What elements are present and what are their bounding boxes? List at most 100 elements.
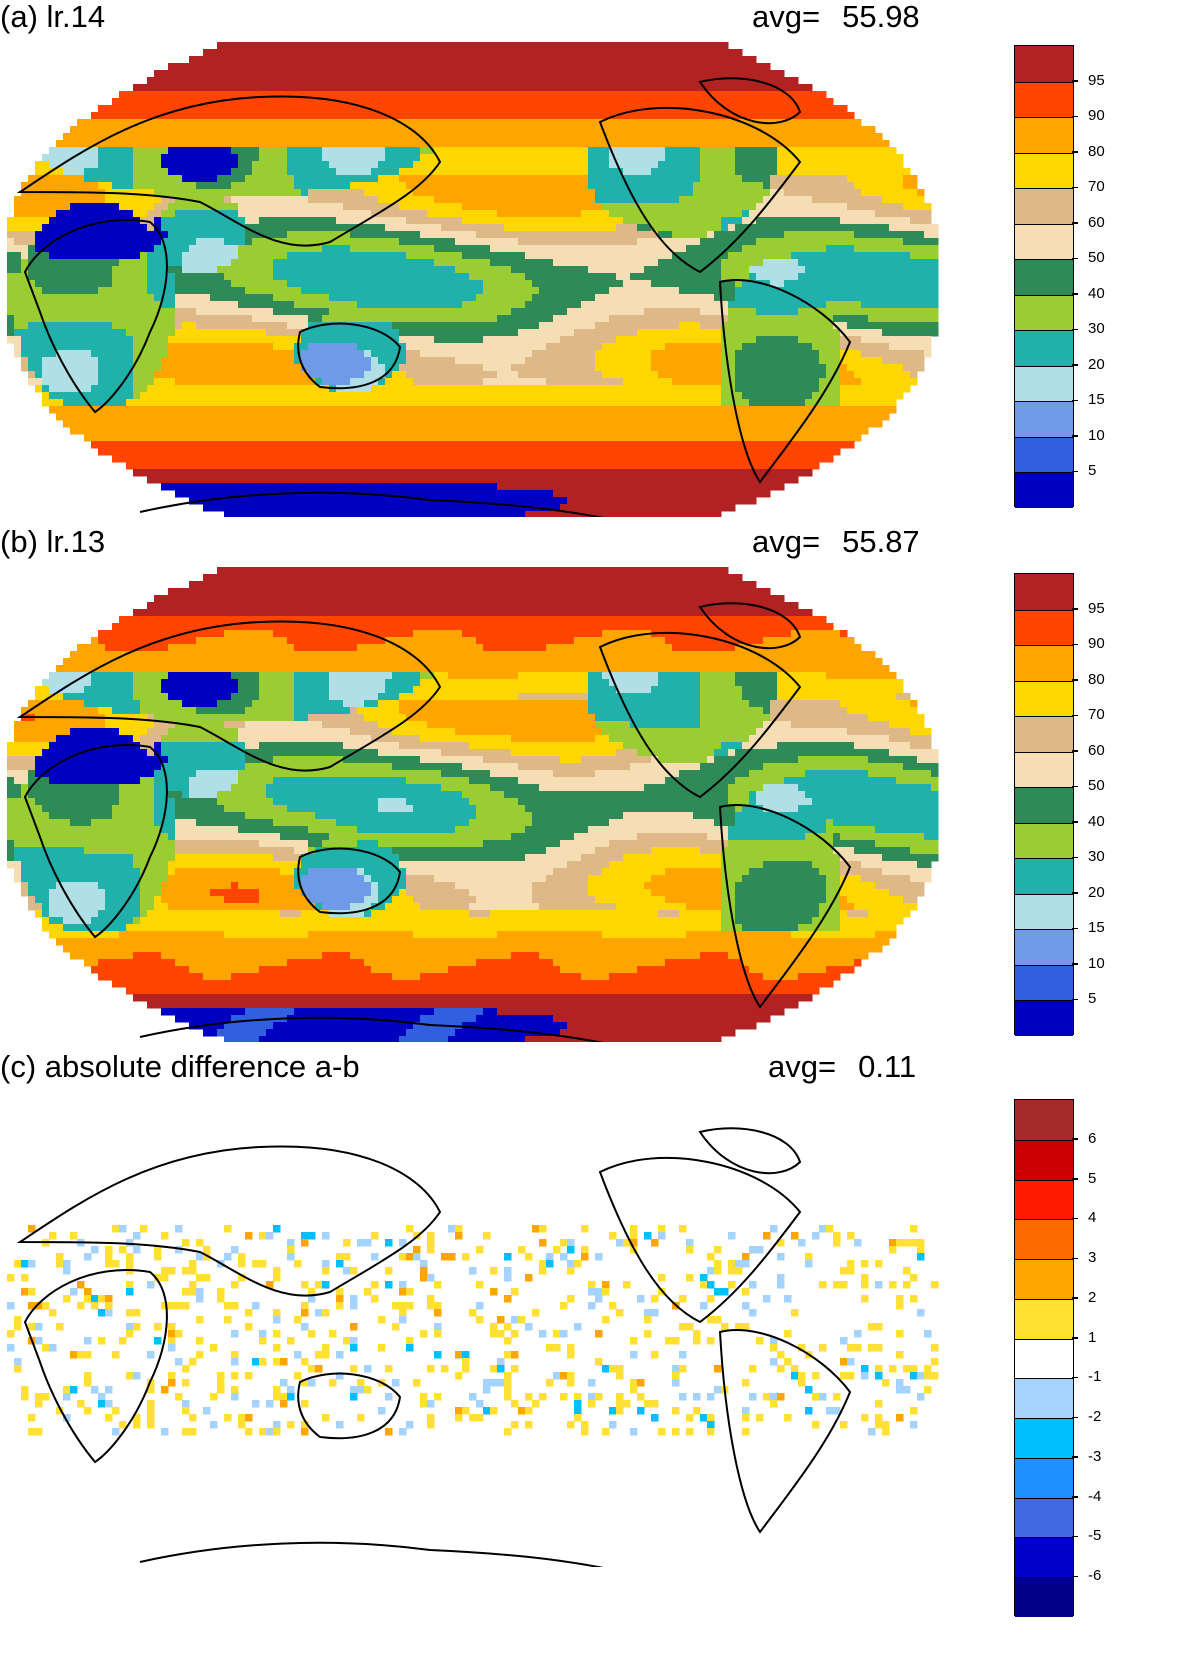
- colorbar-label: 5: [1088, 1169, 1097, 1187]
- average-label: avg=: [752, 0, 821, 34]
- colorbar: [1014, 1099, 1074, 1617]
- colorbar-tick: [1072, 151, 1078, 153]
- colorbar-tick: [1072, 1496, 1078, 1498]
- average-label: avg=: [752, 524, 821, 559]
- colorbar-label: 50: [1088, 249, 1105, 267]
- colorbar-label: 1: [1088, 1328, 1097, 1346]
- colorbar-label: 2: [1088, 1288, 1097, 1306]
- average-value: 55.98: [842, 0, 920, 34]
- panel-a: (a) lr.14 avg= 55.98 5 10 15 20 30 40 50 60 70 80 9…: [0, 0, 1183, 520]
- colorbar-tick: [1072, 1337, 1078, 1339]
- colorbar-segment: [1015, 1537, 1073, 1578]
- colorbar-tick: [1072, 1297, 1078, 1299]
- colorbar-segment: [1015, 1100, 1073, 1140]
- colorbar-tick: [1072, 1535, 1078, 1538]
- colorbar-tick: [1072, 679, 1078, 681]
- colorbar-label: 95: [1088, 71, 1105, 89]
- colorbar-label: 4: [1088, 1209, 1097, 1227]
- average-value: 55.87: [842, 524, 920, 559]
- colorbar-tick: [1072, 470, 1078, 473]
- colorbar-segment: [1015, 787, 1073, 823]
- coastlines: [16, 1127, 852, 1567]
- colorbar-segment: [1015, 1179, 1073, 1220]
- colorbar-label: 40: [1088, 812, 1105, 830]
- colorbar-tick: [1072, 998, 1078, 1001]
- colorbar-segment: [1015, 436, 1073, 473]
- field-cells: [7, 1225, 939, 1436]
- colorbar-segment: [1015, 259, 1073, 295]
- coastlines: [16, 602, 852, 1042]
- colorbar-label: -5: [1088, 1527, 1102, 1545]
- colorbar-tick: [1072, 856, 1078, 859]
- colorbar-tick: [1072, 1217, 1078, 1220]
- colorbar-segment: [1015, 401, 1073, 437]
- colorbar-segment: [1015, 1000, 1073, 1036]
- map-lr14: [7, 42, 939, 517]
- colorbar-segment: [1015, 858, 1073, 894]
- colorbar-segment: [1015, 574, 1073, 610]
- coastlines: [16, 77, 852, 517]
- colorbar-tick: [1072, 643, 1078, 646]
- colorbar-segment: [1015, 1378, 1073, 1419]
- colorbar-segment: [1015, 472, 1073, 508]
- colorbar-label: 6: [1088, 1129, 1097, 1147]
- colorbar-segment: [1015, 223, 1073, 260]
- colorbar-tick: [1072, 435, 1078, 437]
- colorbar-label: 20: [1088, 883, 1105, 901]
- colorbar-label: 15: [1088, 919, 1105, 937]
- colorbar-tick: [1072, 399, 1078, 402]
- colorbar-segment: [1015, 1259, 1073, 1299]
- colorbar-tick: [1072, 1178, 1078, 1180]
- colorbar-segment: [1015, 1338, 1073, 1379]
- colorbar-tick: [1072, 963, 1078, 965]
- colorbar-label: 70: [1088, 178, 1105, 196]
- panel-title: (c) absolute difference a-b: [0, 1049, 360, 1084]
- colorbar-label: 30: [1088, 320, 1105, 338]
- panel-title: (a) lr.14: [0, 0, 106, 34]
- colorbar-label: 90: [1088, 635, 1105, 653]
- colorbar-label: 60: [1088, 213, 1105, 231]
- colorbar: [1014, 573, 1074, 1036]
- colorbar-label: 70: [1088, 706, 1105, 724]
- colorbar-label: 20: [1088, 355, 1105, 373]
- colorbar-label: 15: [1088, 391, 1105, 409]
- colorbar-tick: [1072, 1575, 1078, 1578]
- colorbar-tick: [1072, 785, 1078, 788]
- colorbar-segment: [1015, 81, 1073, 118]
- panel-c: (c) absolute difference a-b avg= 0.11 -6 -…: [0, 1050, 1183, 1677]
- colorbar-segment: [1015, 117, 1073, 153]
- colorbar-label: 50: [1088, 777, 1105, 795]
- colorbar-tick: [1072, 1138, 1078, 1140]
- colorbar-tick: [1072, 714, 1078, 717]
- colorbar-segment: [1015, 1497, 1073, 1538]
- colorbar-segment: [1015, 964, 1073, 1001]
- colorbar-segment: [1015, 893, 1073, 930]
- average-value: 0.11: [858, 1049, 917, 1084]
- colorbar-tick: [1072, 821, 1078, 823]
- colorbar-label: -4: [1088, 1487, 1102, 1505]
- colorbar-tick: [1072, 1257, 1078, 1260]
- colorbar-label: 60: [1088, 741, 1105, 759]
- colorbar-segment: [1015, 365, 1073, 402]
- colorbar-tick: [1072, 608, 1078, 610]
- colorbar-label: 80: [1088, 670, 1105, 688]
- colorbar-tick: [1072, 222, 1078, 224]
- colorbar-label: 3: [1088, 1249, 1097, 1267]
- colorbar-segment: [1015, 1418, 1073, 1458]
- colorbar-label: 10: [1088, 426, 1105, 444]
- colorbar-label: -6: [1088, 1567, 1102, 1585]
- colorbar-segment: [1015, 751, 1073, 788]
- colorbar-tick: [1072, 1416, 1078, 1419]
- colorbar-label: 80: [1088, 142, 1105, 160]
- colorbar-segment: [1015, 1577, 1073, 1617]
- colorbar-label: 90: [1088, 107, 1105, 125]
- colorbar: [1014, 45, 1074, 508]
- colorbar-segment: [1015, 609, 1073, 646]
- colorbar-tick: [1072, 927, 1078, 930]
- colorbar-segment: [1015, 645, 1073, 681]
- colorbar-segment: [1015, 1457, 1073, 1498]
- colorbar-label: 10: [1088, 954, 1105, 972]
- colorbar-segment: [1015, 822, 1073, 859]
- colorbar-segment: [1015, 330, 1073, 366]
- panel-average: avg= 0.11: [768, 1050, 916, 1084]
